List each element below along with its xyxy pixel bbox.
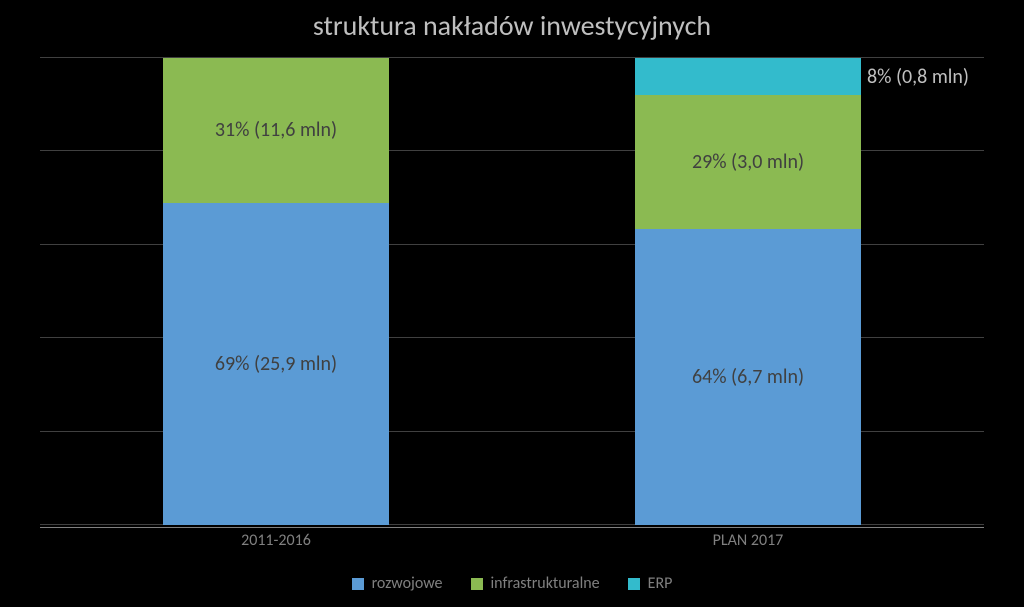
legend-item-ERP: ERP — [628, 574, 673, 593]
bar-segment-infrastrukturalne: 29% (3,0 mln) — [635, 95, 862, 229]
legend-label: rozwojowe — [372, 574, 443, 593]
bar-segment-ERP: 8% (0,8 mln) — [635, 58, 862, 95]
bar-segment-infrastrukturalne: 31% (11,6 mln) — [163, 58, 390, 203]
bar-segment-label: 64% (6,7 mln) — [692, 365, 804, 389]
bar-segment-label: 29% (3,0 mln) — [692, 150, 804, 174]
legend-label: infrastrukturalne — [491, 574, 600, 593]
x-tick-label: 2011-2016 — [134, 531, 417, 550]
investment-structure-chart: struktura nakładów inwestycyjnych 69% (2… — [0, 0, 1024, 607]
bar: 64% (6,7 mln) 29% (3,0 mln) 8% (0,8 mln) — [635, 58, 862, 525]
legend-item-rozwojowe: rozwojowe — [352, 574, 443, 593]
plot-area: 69% (25,9 mln) 31% (11,6 mln) 64% (6,7 mln… — [40, 58, 984, 525]
chart-title: struktura nakładów inwestycyjnych — [0, 8, 1024, 43]
legend-swatch — [471, 578, 483, 590]
x-axis-line — [40, 527, 984, 528]
x-tick-label: PLAN 2017 — [606, 531, 889, 550]
legend-label: ERP — [648, 574, 673, 593]
bar-segment-label: 69% (25,9 mln) — [215, 352, 337, 376]
bar-segment-label: 31% (11,6 mln) — [215, 118, 337, 142]
legend-swatch — [352, 578, 364, 590]
legend-swatch — [628, 578, 640, 590]
legend: rozwojowe infrastrukturalne ERP — [0, 574, 1024, 593]
bar-segment-label: 8% (0,8 mln) — [867, 65, 969, 89]
legend-item-infrastrukturalne: infrastrukturalne — [471, 574, 600, 593]
bar: 69% (25,9 mln) 31% (11,6 mln) — [163, 58, 390, 525]
x-axis: 2011-2016 PLAN 2017 — [40, 527, 984, 555]
bar-segment-rozwojowe: 69% (25,9 mln) — [163, 203, 390, 525]
bar-segment-rozwojowe: 64% (6,7 mln) — [635, 229, 862, 525]
